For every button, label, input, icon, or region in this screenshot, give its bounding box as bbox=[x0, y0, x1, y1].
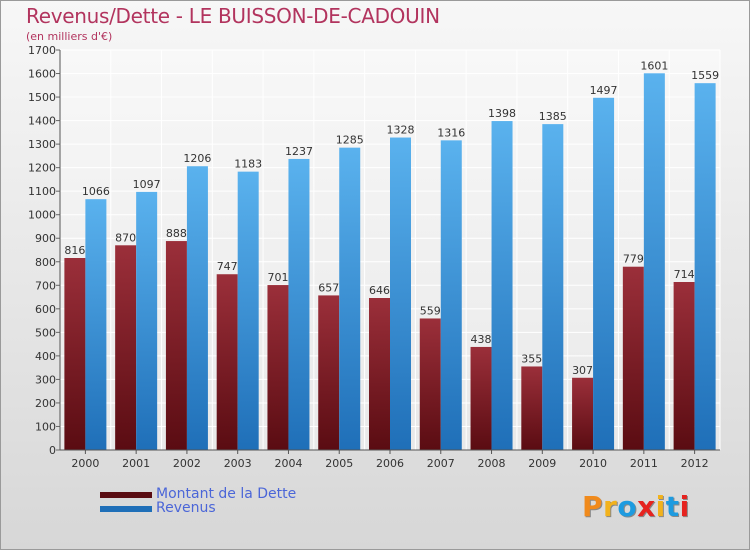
y-tick-label: 200 bbox=[35, 397, 56, 410]
y-tick-label: 1000 bbox=[28, 209, 56, 222]
data-label-revenus: 1328 bbox=[387, 124, 415, 137]
bar-revenus bbox=[593, 97, 615, 450]
data-label-dette: 779 bbox=[623, 253, 644, 266]
y-tick-label: 800 bbox=[35, 256, 56, 269]
x-tick-label: 2006 bbox=[376, 457, 404, 470]
y-tick-label: 1100 bbox=[28, 185, 56, 198]
data-label-dette: 747 bbox=[217, 260, 238, 273]
bar-revenus bbox=[288, 158, 310, 451]
data-label-dette: 816 bbox=[64, 244, 85, 257]
data-label-revenus: 1066 bbox=[82, 185, 110, 198]
bar-revenus bbox=[85, 199, 107, 450]
bar-dette bbox=[572, 377, 594, 450]
y-tick-label: 300 bbox=[35, 373, 56, 386]
data-label-dette: 646 bbox=[369, 284, 390, 297]
data-label-dette: 307 bbox=[572, 364, 593, 377]
x-tick-label: 2002 bbox=[173, 457, 201, 470]
bar-dette bbox=[369, 298, 390, 450]
x-tick-label: 2000 bbox=[71, 457, 99, 470]
data-label-dette: 714 bbox=[674, 268, 695, 281]
x-tick-label: 2011 bbox=[630, 457, 658, 470]
x-tick-label: 2005 bbox=[325, 457, 353, 470]
legend-swatch-dette bbox=[100, 492, 152, 498]
bar-revenus bbox=[491, 121, 513, 450]
bar-dette bbox=[318, 295, 340, 450]
data-label-revenus: 1285 bbox=[336, 134, 364, 147]
y-tick-label: 1500 bbox=[28, 91, 56, 104]
bar-dette bbox=[267, 285, 289, 450]
data-label-dette: 701 bbox=[267, 271, 288, 284]
x-tick-label: 2008 bbox=[478, 457, 506, 470]
data-label-revenus: 1206 bbox=[183, 152, 211, 165]
legend-label-dette: Montant de la Dette bbox=[156, 486, 297, 502]
y-tick-label: 1400 bbox=[28, 115, 56, 128]
x-tick-label: 2009 bbox=[528, 457, 556, 470]
x-tick-label: 2010 bbox=[579, 457, 607, 470]
bar-revenus bbox=[186, 166, 208, 450]
data-label-dette: 870 bbox=[115, 231, 136, 244]
bars bbox=[64, 73, 716, 451]
y-tick-label: 100 bbox=[35, 420, 56, 433]
bar-revenus bbox=[237, 171, 259, 450]
x-tick-label: 2001 bbox=[122, 457, 150, 470]
y-tick-label: 700 bbox=[35, 279, 56, 292]
bar-dette bbox=[673, 282, 695, 450]
data-label-revenus: 1497 bbox=[590, 84, 618, 97]
bar-dette bbox=[470, 346, 492, 450]
bar-revenus bbox=[390, 137, 411, 450]
x-tick-label: 2003 bbox=[224, 457, 252, 470]
data-label-dette: 888 bbox=[166, 227, 187, 240]
y-tick-label: 600 bbox=[35, 303, 56, 316]
data-label-revenus: 1398 bbox=[488, 107, 516, 120]
bar-dette bbox=[115, 245, 137, 450]
y-tick-label: 500 bbox=[35, 326, 56, 339]
bar-revenus bbox=[542, 124, 564, 450]
legend-swatch-revenus bbox=[100, 506, 152, 512]
y-tick-label: 400 bbox=[35, 350, 56, 363]
data-label-revenus: 1097 bbox=[133, 178, 161, 191]
data-labels: 816 1066 870 1097 888 1206 747 1183 701 1237 657 12… bbox=[64, 59, 719, 376]
data-label-revenus: 1385 bbox=[539, 110, 567, 123]
x-tick-label: 2012 bbox=[681, 457, 709, 470]
legend-label-revenus: Revenus bbox=[156, 500, 216, 516]
data-label-revenus: 1559 bbox=[691, 69, 719, 82]
chart-subtitle: (en milliers d'€) bbox=[26, 30, 113, 43]
bar-dette bbox=[216, 274, 238, 450]
data-label-revenus: 1183 bbox=[234, 158, 262, 171]
bar-dette bbox=[521, 366, 543, 450]
y-tick-label: 1300 bbox=[28, 138, 56, 151]
axes: 0 100 200 300 400 500 600 700 800 900 1000 1100 1200… bbox=[28, 44, 720, 470]
bar-revenus bbox=[694, 83, 716, 451]
bar-dette bbox=[165, 241, 187, 450]
bar-revenus bbox=[136, 191, 158, 450]
y-tick-label: 1700 bbox=[28, 44, 56, 57]
bar-dette bbox=[622, 266, 644, 450]
chart-title: Revenus/Dette - LE BUISSON-DE-CADOUIN bbox=[26, 4, 440, 28]
bar-dette bbox=[64, 258, 86, 450]
x-tick-label: 2007 bbox=[427, 457, 455, 470]
y-tick-label: 900 bbox=[35, 232, 56, 245]
data-label-dette: 438 bbox=[471, 333, 492, 346]
data-label-dette: 355 bbox=[521, 352, 542, 365]
y-tick-label: 1200 bbox=[28, 162, 56, 175]
y-tick-label: 1600 bbox=[28, 68, 56, 81]
data-label-revenus: 1316 bbox=[437, 126, 465, 139]
data-label-revenus: 1601 bbox=[640, 59, 668, 72]
data-label-revenus: 1237 bbox=[285, 145, 313, 158]
x-tick-label: 2004 bbox=[274, 457, 302, 470]
proxiti-logo: Proxiti bbox=[582, 490, 690, 523]
bar-revenus bbox=[440, 140, 462, 450]
bar-revenus bbox=[643, 73, 665, 450]
data-label-dette: 657 bbox=[318, 281, 339, 294]
bar-dette bbox=[419, 318, 441, 450]
y-tick-label: 0 bbox=[49, 444, 56, 457]
bar-revenus bbox=[339, 147, 361, 450]
data-label-dette: 559 bbox=[420, 304, 441, 317]
